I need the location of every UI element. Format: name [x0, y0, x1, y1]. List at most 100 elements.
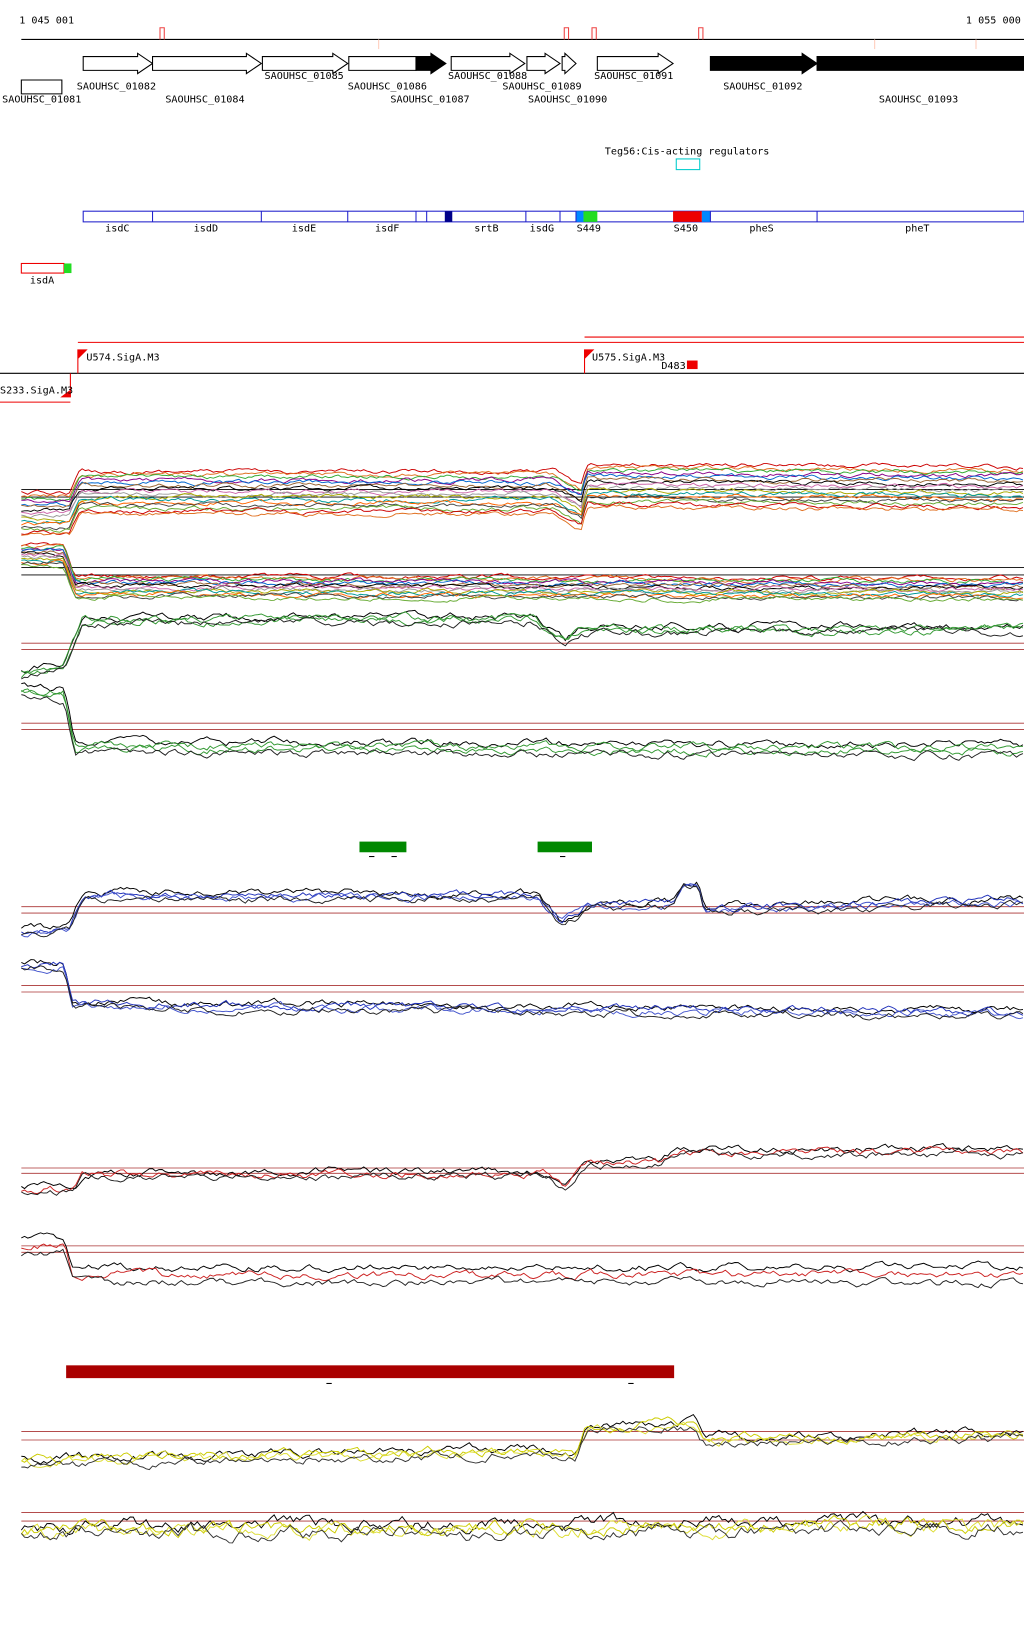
feature-track	[82, 210, 1024, 223]
expression-line	[21, 490, 1024, 525]
ruler-end: 1 055 000	[966, 15, 1021, 26]
gene-label: SAOUHSC_01082	[77, 82, 156, 93]
ruler-mark	[591, 27, 597, 40]
region-bar	[537, 841, 592, 853]
expression-line	[21, 694, 1024, 762]
gene	[82, 52, 154, 75]
feature-fill	[576, 211, 584, 222]
expression-line	[21, 965, 1024, 1021]
gene	[20, 79, 63, 95]
expression-line	[21, 498, 1024, 533]
gene-label: SAOUHSC_01084	[165, 94, 244, 105]
expression-line	[20, 1514, 1024, 1539]
promoter-label: U574.SigA.M3	[86, 353, 159, 364]
region-bar	[359, 841, 407, 853]
gene	[709, 52, 819, 75]
expression-line	[21, 682, 1024, 749]
promoter-label: S233.SigA.M3	[0, 386, 73, 397]
feature-label: pheS	[749, 223, 773, 234]
expression-line	[21, 1243, 1024, 1282]
expression-line	[21, 1143, 1024, 1190]
promoter-label: U575.SigA.M3	[592, 353, 665, 364]
gene-label: SAOUHSC_01092	[723, 82, 802, 93]
expression-line	[21, 472, 1024, 507]
isda-box	[20, 262, 65, 274]
gene-label: SAOUHSC_01081	[2, 94, 81, 105]
gene-label: SAOUHSC_01086	[348, 82, 427, 93]
expression-line	[21, 545, 1024, 585]
gene	[526, 52, 561, 75]
feature-fill	[444, 211, 453, 222]
feature-label: S449	[577, 223, 601, 234]
gene-label: SAOUHSC_01087	[390, 94, 469, 105]
gene-label: SAOUHSC_01090	[528, 94, 607, 105]
ruler-start: 1 045 001	[19, 15, 74, 26]
expression-line	[21, 1232, 1024, 1274]
promoter-label: D483	[661, 361, 685, 372]
gene-label: SAOUHSC_01088	[448, 71, 527, 82]
terminator-box	[686, 360, 698, 370]
expression-line	[21, 881, 1024, 930]
expression-line	[21, 493, 1023, 526]
expression-line	[21, 561, 1024, 602]
expression-line	[21, 543, 1024, 584]
expression-line	[21, 553, 1024, 593]
expression-line	[21, 557, 1024, 597]
expression-line	[21, 1413, 1024, 1465]
ruler-mark	[563, 27, 570, 40]
gene-label: SAOUHSC_01089	[502, 82, 581, 93]
expression-line	[21, 1248, 1024, 1289]
gene	[261, 52, 349, 75]
gene	[596, 52, 675, 75]
feature-label: isdG	[530, 223, 554, 234]
expression-line	[21, 564, 1024, 604]
gene	[561, 52, 577, 75]
feature-label: pheT	[905, 223, 929, 234]
gene	[348, 56, 417, 71]
feature-label: isdE	[292, 223, 316, 234]
feature-label: isdC	[105, 223, 129, 234]
expression-line	[21, 559, 1024, 598]
expression-line	[21, 961, 1024, 1017]
expression-line	[21, 611, 1024, 673]
feature-label: srtB	[474, 223, 498, 234]
gene-label: SAOUHSC_01085	[265, 71, 344, 82]
feature-label: S450	[674, 223, 698, 234]
expression-line	[21, 616, 1024, 680]
expression-line	[21, 547, 1024, 588]
isda-box-end	[64, 263, 72, 274]
expression-line	[21, 966, 1024, 1020]
gene-label: SAOUHSC_01093	[879, 94, 958, 105]
expression-line	[21, 504, 1024, 536]
expression-line	[21, 959, 1023, 1016]
ruler-mark	[159, 27, 165, 40]
expression-line	[21, 470, 1024, 503]
feature-label: isdF	[375, 223, 399, 234]
gene	[415, 52, 447, 75]
feature-fill	[583, 211, 598, 222]
feature-fill	[701, 211, 711, 222]
expression-line	[21, 1421, 1024, 1468]
expression-line	[21, 547, 1023, 587]
expression-line	[21, 1514, 1024, 1541]
expression-line	[20, 1519, 1024, 1544]
expression-line	[21, 550, 1023, 591]
promoter-flag	[584, 349, 595, 374]
feature-fill	[673, 211, 702, 222]
expression-line	[20, 1510, 1024, 1536]
expression-line	[21, 501, 1024, 535]
expression-line	[21, 462, 1024, 495]
gene	[152, 52, 263, 75]
expression-line	[21, 1145, 1024, 1195]
expression-line	[21, 542, 1024, 583]
feature-label: isdD	[194, 223, 218, 234]
promoter-flag	[60, 373, 71, 398]
gene	[816, 56, 1024, 71]
ruler-mark	[698, 27, 704, 40]
expression-line	[21, 467, 1023, 502]
regulator-label: Teg56:Cis-acting regulators	[605, 147, 770, 158]
expression-line	[21, 883, 1024, 938]
gene-label: SAOUHSC_01091	[594, 71, 673, 82]
expression-line	[21, 479, 1024, 512]
